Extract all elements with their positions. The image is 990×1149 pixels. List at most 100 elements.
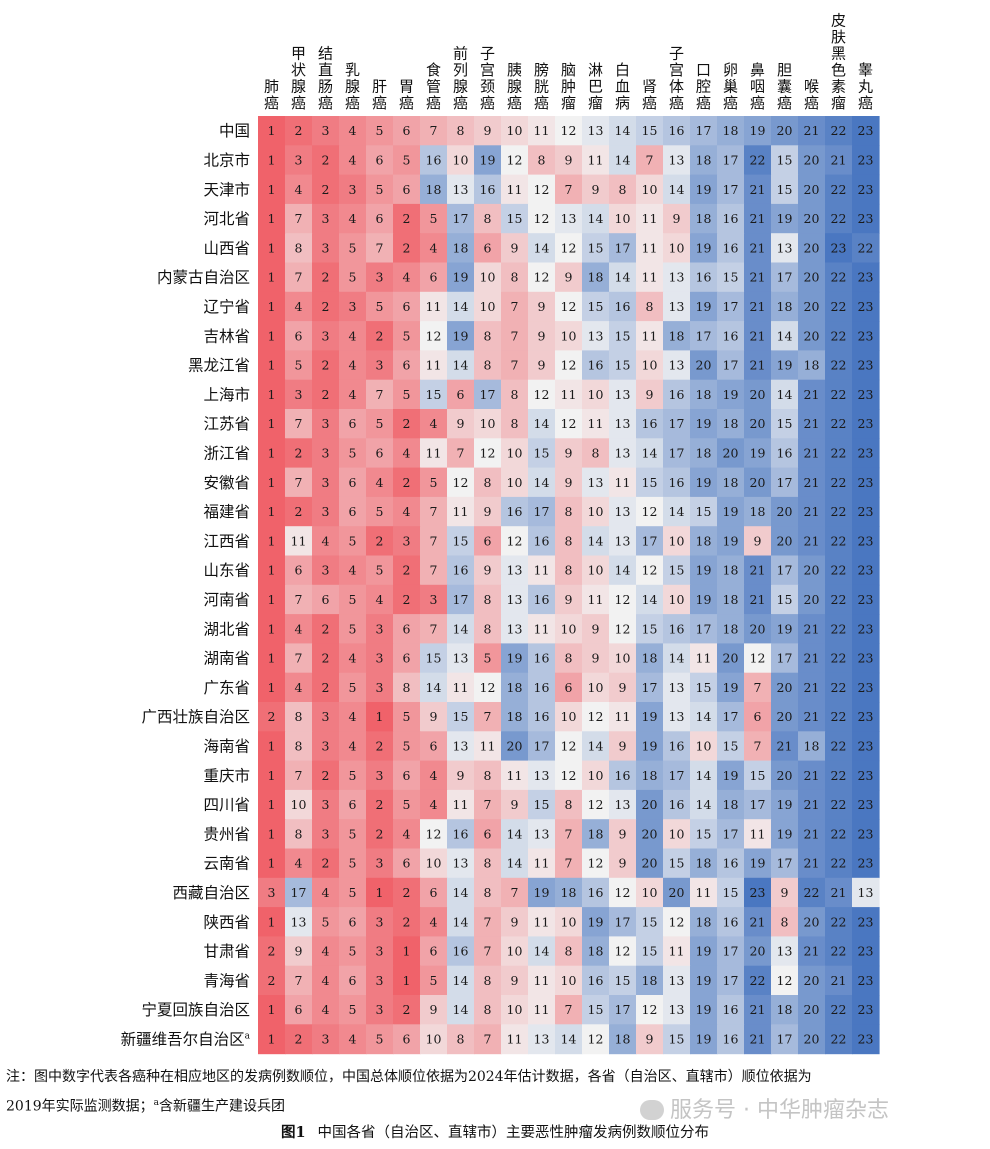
heatmap-cell [771, 174, 799, 205]
heatmap-cell [339, 174, 367, 205]
cell-value: 19 [723, 768, 739, 783]
cell-value: 3 [322, 826, 330, 841]
cell-value: 1 [268, 914, 276, 929]
heatmap-cell [555, 321, 583, 351]
cell-value: 19 [696, 240, 712, 255]
heatmap-cell [717, 584, 745, 615]
heatmap-cell [771, 1024, 799, 1055]
heatmap-cell [690, 702, 718, 732]
heatmap-cell [528, 203, 556, 234]
cell-value: 22 [750, 973, 766, 988]
heatmap-cell [312, 321, 340, 351]
column-header-label: 鼻咽癌 [750, 61, 765, 112]
cell-value: 12 [588, 856, 604, 871]
heatmap-cell [744, 1024, 772, 1055]
heatmap-cell [609, 877, 637, 908]
cell-value: 15 [534, 797, 550, 812]
cell-value: 2 [403, 563, 411, 578]
heatmap-cell [285, 965, 313, 996]
cell-value: 21 [750, 592, 766, 607]
cell-value: 19 [453, 270, 469, 285]
heatmap-cell [420, 233, 448, 264]
heatmap-cell [393, 409, 421, 439]
heatmap-cell [798, 819, 826, 850]
column-header-label: 胆囊癌 [777, 61, 792, 112]
cell-value: 11 [534, 123, 550, 138]
cell-value: 1 [268, 270, 276, 285]
cell-value: 20 [777, 680, 793, 695]
cell-value: 3 [349, 182, 357, 197]
column-header-label: 白血病 [615, 61, 630, 112]
heatmap-cell [366, 496, 394, 527]
heatmap-cell [339, 702, 367, 732]
heatmap-cell [690, 614, 718, 644]
cell-value: 12 [777, 973, 793, 988]
heatmap-cell [447, 203, 475, 234]
cell-value: 23 [858, 270, 874, 285]
heatmap-cell [501, 262, 529, 293]
column-header-label: 肝癌 [372, 78, 387, 113]
cell-value: 11 [291, 533, 307, 548]
column-header-label: 子宫体癌 [669, 45, 684, 113]
heatmap-cell [312, 643, 340, 674]
heatmap-cell [825, 760, 853, 791]
cell-value: 13 [669, 709, 685, 724]
cell-value: 12 [534, 182, 550, 197]
cell-value: 20 [777, 123, 793, 138]
heatmap-cell [690, 555, 718, 586]
heatmap-cell [717, 965, 745, 996]
cell-value: 1 [268, 445, 276, 460]
heatmap-cell [339, 584, 367, 615]
heatmap-cell [717, 731, 745, 762]
heatmap-cell [717, 643, 745, 674]
cell-value: 9 [592, 182, 600, 197]
heatmap-cell [393, 291, 421, 322]
cell-value: 5 [376, 123, 384, 138]
heatmap-cell [312, 965, 340, 996]
heatmap-cell [420, 584, 448, 615]
cell-value: 16 [534, 680, 550, 695]
heatmap-cell [717, 936, 745, 967]
row-label: 黑龙江省 [188, 357, 250, 375]
cell-value: 8 [484, 973, 492, 988]
cell-value: 1 [268, 475, 276, 490]
cell-value: 16 [534, 709, 550, 724]
heatmap-cell [366, 467, 394, 498]
cell-value: 22 [831, 592, 847, 607]
heatmap-cell [258, 614, 286, 644]
cell-value: 19 [642, 738, 658, 753]
heatmap-cell [312, 584, 340, 615]
cell-value: 18 [507, 709, 523, 724]
heatmap-cell [825, 262, 853, 293]
heatmap-cell [393, 116, 421, 146]
heatmap-cell [285, 760, 313, 791]
column-header-label: 肾癌 [642, 78, 657, 113]
cell-value: 16 [642, 416, 658, 431]
cell-value: 9 [511, 973, 519, 988]
heatmap-cell [798, 643, 826, 674]
cell-value: 9 [565, 445, 573, 460]
cell-value: 6 [403, 1031, 411, 1046]
heatmap-cell [825, 321, 853, 351]
cell-value: 9 [484, 123, 492, 138]
cell-value: 23 [858, 592, 874, 607]
cell-value: 22 [831, 1031, 847, 1046]
cell-value: 9 [619, 680, 627, 695]
heatmap-cell [582, 467, 610, 498]
heatmap-cell [528, 995, 556, 1025]
cell-value: 3 [376, 270, 384, 285]
heatmap-cell [825, 848, 853, 879]
cell-value: 22 [831, 328, 847, 343]
heatmap-cell [852, 350, 880, 381]
heatmap-cell [420, 379, 448, 410]
cell-value: 6 [295, 1002, 303, 1017]
cell-value: 16 [453, 563, 469, 578]
cell-value: 17 [696, 328, 712, 343]
cell-value: 15 [723, 270, 739, 285]
cell-value: 23 [858, 445, 874, 460]
heatmap-cell [663, 1024, 691, 1055]
heatmap-cell [312, 174, 340, 205]
cell-value: 16 [669, 738, 685, 753]
heatmap-cell [825, 672, 853, 703]
heatmap-cell [744, 174, 772, 205]
